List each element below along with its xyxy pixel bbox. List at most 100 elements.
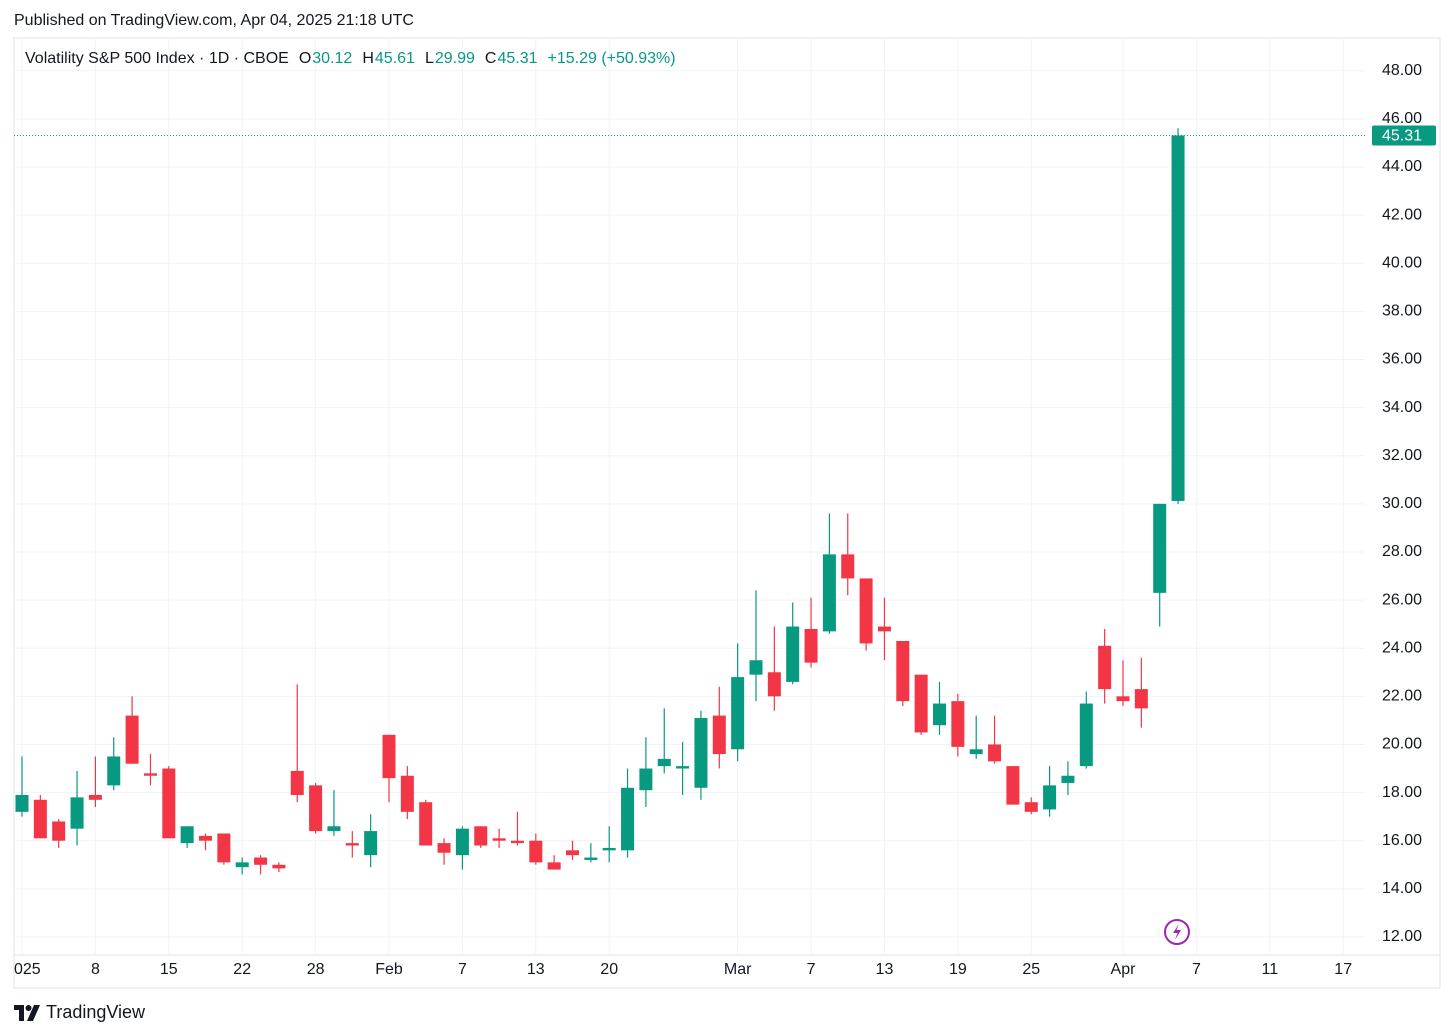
x-tick-label: 8 [91, 961, 100, 978]
symbol-title: Volatility S&P 500 Index · 1D · CBOE [25, 50, 289, 67]
x-tick-label: 25 [1022, 961, 1040, 978]
x-tick-label: 7 [807, 961, 816, 978]
last-price-label: 45.31 [1382, 128, 1422, 145]
candle-body [143, 773, 157, 776]
x-tick-label: 11 [1261, 961, 1278, 978]
candle-body [492, 838, 506, 841]
candle-body [309, 785, 323, 832]
candle-body [676, 766, 690, 769]
candle-body [254, 857, 268, 865]
x-tick-label: 20 [600, 961, 618, 978]
x-tick-label: 15 [160, 961, 178, 978]
ohlc-letter: C [485, 50, 497, 67]
candle-body [786, 626, 800, 682]
y-tick-label: 24.00 [1382, 639, 1422, 656]
ohlc-letter: O [299, 50, 311, 67]
candle-body [217, 833, 231, 863]
ohlc-letter: H [362, 50, 374, 67]
x-tick-label: Apr [1111, 961, 1137, 978]
x-tick-label: 17 [1334, 961, 1352, 978]
candles [14, 128, 1365, 875]
candle-body [859, 578, 873, 644]
y-tick-label: 34.00 [1382, 399, 1422, 416]
frame [13, 37, 1441, 989]
grid [14, 38, 1365, 955]
candle-body [455, 828, 469, 856]
ohlc-letter: L [425, 50, 434, 67]
x-tick-label: 025 [14, 961, 41, 978]
candle-body [272, 864, 286, 869]
candle-body [896, 640, 910, 702]
candle-body [88, 794, 102, 800]
candle-body [951, 701, 965, 747]
y-tick-label: 44.00 [1382, 158, 1422, 175]
candle-body [749, 660, 763, 675]
candle-body [33, 799, 47, 839]
candle-body [767, 672, 781, 697]
candle-body [584, 857, 598, 860]
candle-body [400, 775, 414, 812]
x-tick-label: Mar [724, 961, 752, 978]
candle-body [566, 850, 579, 856]
candle-body [1153, 503, 1167, 593]
candle-body [822, 554, 836, 632]
candle-body [327, 826, 341, 832]
event-bolt [1173, 924, 1181, 940]
candle-body [1098, 645, 1112, 690]
candle-body [1079, 703, 1093, 767]
candle-body [1116, 696, 1130, 702]
publisher: Published on TradingView.com, Apr 04, 20… [14, 12, 414, 29]
ohlc-value: 29.99 [435, 50, 475, 67]
candle-body [345, 843, 359, 846]
candle-body [180, 826, 194, 844]
ohlc-value: 45.31 [497, 50, 537, 67]
y-tick-label: 46.00 [1382, 110, 1422, 127]
candle-body [969, 749, 983, 755]
candle-body [602, 847, 616, 851]
y-tick-label: 36.00 [1382, 351, 1422, 368]
candle-body [70, 797, 84, 829]
y-tick-label: 14.00 [1382, 880, 1422, 897]
candle-body [1134, 689, 1148, 709]
candle-body [914, 674, 928, 733]
change: +15.29 (+50.93%) [548, 50, 676, 67]
legend-header: Volatility S&P 500 Index · 1D · CBOE O 30.… [25, 50, 676, 67]
candle-body [712, 715, 726, 755]
candle-body [1043, 785, 1057, 810]
y-tick-label: 30.00 [1382, 495, 1422, 512]
candle-body [107, 756, 121, 786]
candle-body [15, 794, 29, 812]
candle-body [639, 768, 653, 791]
candle-body [437, 843, 451, 853]
candle-body [621, 787, 635, 851]
ohlc-value: 45.61 [375, 50, 415, 67]
event-icon[interactable] [1164, 919, 1190, 945]
y-tick-label: 28.00 [1382, 543, 1422, 560]
x-tick-label: 28 [307, 961, 325, 978]
candle-body [199, 835, 212, 841]
ohlc-value: 30.12 [312, 50, 352, 67]
candle-body [1171, 135, 1185, 501]
candle-body [841, 554, 855, 579]
y-tick-label: 26.00 [1382, 591, 1422, 608]
candle-body [1006, 766, 1020, 805]
candle-body [988, 744, 1002, 762]
y-tick-label: 40.00 [1382, 254, 1422, 271]
candle-body [52, 821, 66, 841]
candle-body [694, 717, 708, 788]
candle-body [419, 802, 433, 846]
candle-body [510, 840, 524, 844]
y-tick-label: 18.00 [1382, 784, 1422, 801]
y-tick-label: 16.00 [1382, 832, 1422, 849]
candle-body [731, 677, 745, 750]
y-tick-label: 42.00 [1382, 206, 1422, 223]
candle-body [1061, 775, 1075, 783]
x-tick-label: 13 [527, 961, 545, 978]
last-price-tag [1372, 125, 1436, 146]
candle-body [804, 628, 818, 663]
x-tick-label: Feb [375, 961, 403, 978]
axes: 12.00 14.00 16.00 18.00 20.00 22.00 24.00 26.00… [14, 62, 1436, 978]
x-tick-label: 7 [458, 961, 467, 978]
